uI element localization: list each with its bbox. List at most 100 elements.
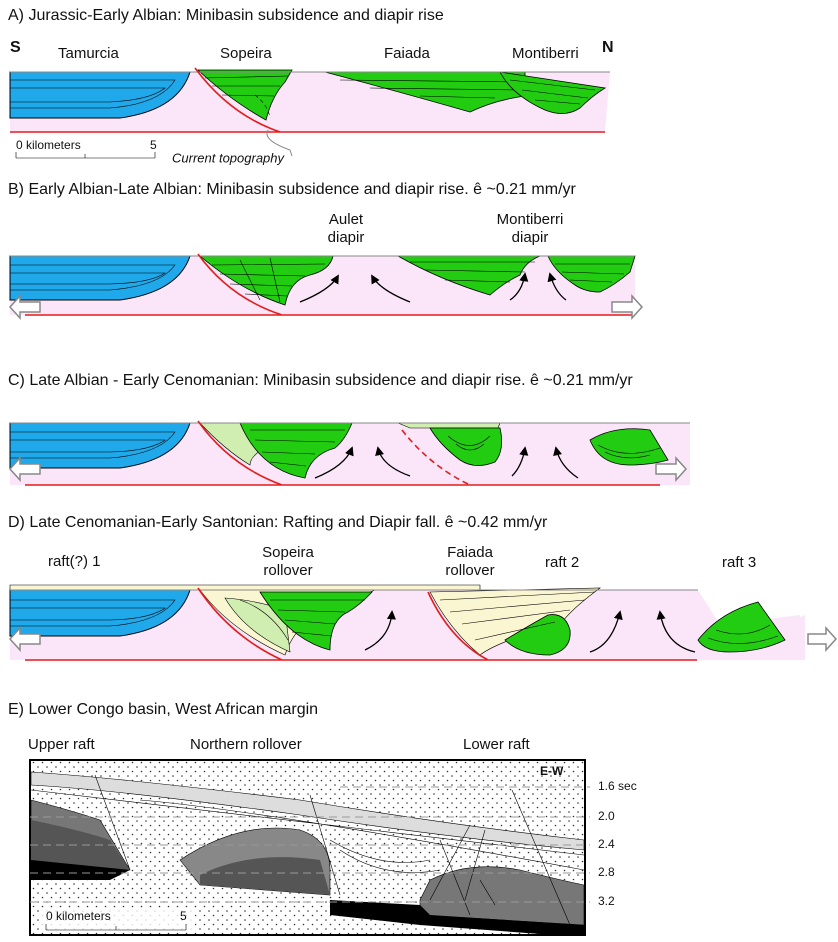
panel-title: A) Jurassic-Early Albian: Minibasin subs… — [8, 7, 444, 24]
flow-arrow — [547, 272, 567, 301]
label: rollover — [263, 562, 312, 579]
flow-arrow — [589, 610, 623, 653]
label: raft(?) 1 — [48, 553, 101, 570]
panel-d: D) Late Cenomanian-Early Santonian: Raft… — [8, 514, 838, 661]
minibasin — [324, 71, 526, 113]
bedding — [10, 264, 176, 291]
bedding — [211, 257, 326, 303]
extension-arrow — [8, 626, 41, 652]
time-label: 2.0 — [598, 809, 615, 823]
bedding — [204, 75, 289, 97]
time-line — [30, 786, 590, 903]
layers — [9, 422, 191, 469]
scale-bar — [45, 924, 187, 931]
bedding — [509, 79, 596, 105]
time-label: 3.2 — [598, 894, 615, 908]
scale-label: 0 kilometers — [46, 909, 111, 923]
label: Lower raft — [463, 736, 531, 753]
extension-arrow — [8, 456, 41, 482]
cover — [9, 584, 481, 591]
minibasin — [396, 255, 541, 296]
bedding — [239, 599, 365, 641]
fault — [401, 429, 471, 486]
bedding — [339, 79, 523, 99]
time-label: 1.6 sec — [598, 779, 637, 793]
leader — [266, 129, 293, 157]
label: diapir — [328, 229, 365, 246]
layer — [30, 771, 585, 851]
trace — [254, 94, 271, 119]
panel-title: E) Lower Congo basin, West African margi… — [8, 701, 318, 718]
flow-arrow — [364, 610, 396, 651]
flow-arrow — [375, 446, 411, 477]
label: Sopeira — [220, 45, 272, 62]
bedding — [707, 624, 779, 644]
minibasin — [697, 601, 786, 653]
extension-arrow — [807, 626, 838, 652]
minibasin — [499, 71, 607, 114]
minibasin — [429, 427, 503, 466]
flow-arrow — [511, 446, 529, 477]
bedding — [410, 261, 535, 283]
label: N — [602, 39, 614, 56]
extension-arrow — [611, 294, 644, 320]
minibasin — [198, 255, 334, 306]
label: E-W — [540, 764, 564, 778]
panel-b: B) Early Albian-Late Albian: Minibasin s… — [8, 181, 644, 320]
label: Montiberri — [512, 45, 579, 62]
flow-arrow — [553, 446, 579, 479]
layer — [200, 857, 330, 895]
flow-arrow — [656, 610, 696, 653]
bedding — [447, 435, 491, 451]
minibasin — [259, 591, 373, 651]
scale-backdrop — [40, 908, 195, 932]
flow-arrow — [314, 446, 354, 479]
layer — [419, 866, 585, 926]
label: Montiberri — [497, 211, 564, 228]
fault — [94, 774, 571, 926]
label: Faiada — [384, 45, 431, 62]
label: diapir — [512, 229, 549, 246]
extension-arrow — [655, 456, 688, 482]
extension-arrow — [8, 294, 41, 320]
fault — [10, 67, 605, 133]
flow-arrow — [371, 274, 411, 303]
label: Northern rollover — [190, 736, 302, 753]
salt-weld — [330, 900, 584, 934]
bedding — [10, 431, 176, 459]
bedding — [10, 599, 176, 627]
layer — [31, 820, 130, 870]
layers — [9, 255, 191, 301]
label: Faiada — [447, 544, 494, 561]
time-label: 2.4 — [598, 837, 615, 851]
fault — [25, 420, 660, 486]
panel-c: C) Late Albian - Early Cenomanian: Minib… — [8, 372, 690, 486]
minibasin — [196, 69, 293, 121]
label: raft 3 — [722, 554, 756, 571]
minibasin — [504, 614, 571, 656]
salt — [10, 590, 805, 660]
bedding — [250, 429, 345, 467]
minibasin — [239, 422, 353, 479]
label: rollover — [445, 562, 494, 579]
scale-bar — [15, 152, 156, 159]
flow-arrow — [299, 274, 339, 303]
panel-a: A) Jurassic-Early Albian: Minibasin subs… — [8, 7, 614, 165]
horizon — [30, 789, 585, 873]
label: Sopeira — [262, 544, 314, 561]
salt-weld — [31, 860, 130, 880]
fault — [25, 587, 697, 661]
flow-arrow — [509, 272, 529, 301]
layers — [9, 589, 191, 637]
minibasin — [397, 422, 501, 429]
label: S — [10, 39, 21, 56]
panel-e: E) Lower Congo basin, West African margi… — [8, 701, 637, 936]
fault — [25, 253, 635, 316]
minibasin — [547, 255, 636, 293]
scale-label: 0 kilometers — [16, 138, 81, 152]
scale-label: 5 — [150, 138, 157, 152]
panel-title: B) Early Albian-Late Albian: Minibasin s… — [8, 181, 577, 198]
label: Tamurcia — [58, 45, 120, 62]
annotation: Current topography — [172, 150, 286, 165]
